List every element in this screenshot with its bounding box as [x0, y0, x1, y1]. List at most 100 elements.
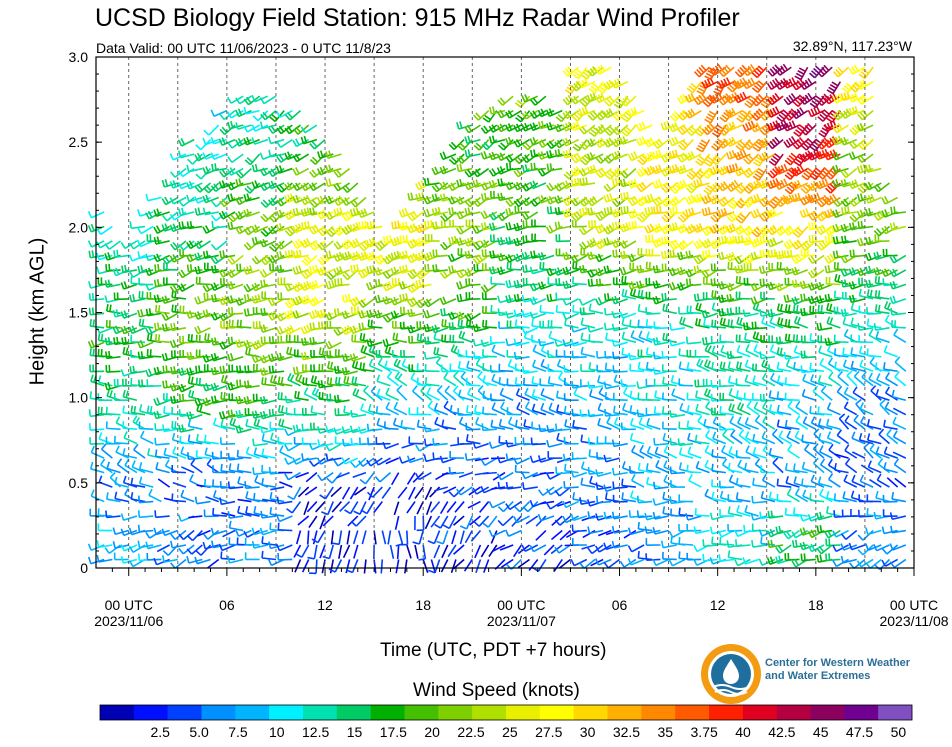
wind-barb-shaft — [293, 486, 302, 500]
wind-barb-shaft — [171, 296, 187, 300]
wind-barb-shaft — [172, 452, 187, 459]
wind-barb — [88, 409, 105, 418]
wind-barb — [97, 393, 113, 402]
wind-barb — [514, 419, 530, 430]
wind-barb-feather — [333, 209, 337, 217]
wind-barb-feather — [456, 227, 462, 235]
wind-barb — [311, 530, 326, 544]
wind-barb-feather — [360, 252, 365, 260]
wind-barb-feather — [382, 339, 387, 347]
wind-barb-feather — [374, 476, 381, 483]
wind-barb-feather — [333, 268, 338, 276]
wind-barb — [394, 515, 400, 530]
wind-barb-feather — [89, 461, 94, 470]
wind-barb — [292, 249, 309, 259]
wind-barb — [195, 139, 212, 151]
wind-barb-feather — [120, 326, 125, 335]
wind-barb — [465, 292, 481, 300]
wind-barb-feather — [292, 168, 297, 176]
wind-barb-feather — [300, 297, 305, 305]
wind-barb — [303, 501, 310, 516]
wind-barb-shaft — [396, 544, 400, 560]
wind-barb-feather — [289, 347, 293, 355]
wind-barb — [407, 308, 424, 318]
wind-barb-feather — [130, 492, 134, 500]
wind-barb-feather — [332, 542, 340, 546]
wind-barb-feather — [326, 377, 330, 385]
wind-barb-shaft — [450, 559, 457, 574]
wind-barb — [202, 225, 220, 234]
wind-barb-feather — [251, 124, 256, 132]
wind-barb-feather — [385, 387, 390, 395]
wind-barb-feather — [394, 221, 397, 229]
wind-barb — [326, 472, 342, 484]
wind-barb-feather — [284, 183, 290, 191]
wind-barb-feather — [276, 251, 280, 260]
wind-barb-feather — [140, 265, 144, 273]
wind-barb-feather — [235, 212, 241, 220]
wind-barb-shaft — [131, 483, 146, 488]
wind-barb-feather — [227, 481, 231, 489]
wind-barb-feather — [434, 324, 439, 332]
wind-barb-feather — [262, 182, 268, 190]
wind-barb-shaft — [229, 457, 244, 461]
wind-barb-feather — [263, 336, 266, 344]
wind-barb — [276, 138, 293, 149]
wind-barb-feather — [292, 208, 296, 216]
wind-barb-feather — [180, 446, 185, 454]
wind-barb-shaft — [155, 310, 170, 315]
wind-barb-feather — [303, 257, 310, 264]
wind-barb-feather — [268, 541, 272, 549]
wind-barb-feather — [124, 458, 130, 466]
wind-barb-feather — [115, 416, 121, 424]
wind-barb-feather — [464, 208, 468, 216]
wind-barb — [326, 321, 342, 329]
wind-barb-feather — [205, 397, 210, 405]
wind-barb-feather — [390, 267, 395, 275]
wind-barb-shaft — [164, 529, 179, 537]
wind-barb-feather — [481, 423, 484, 431]
wind-barb-feather — [98, 375, 102, 383]
wind-barb-feather — [473, 351, 476, 359]
wind-barb-feather — [376, 388, 381, 396]
wind-barb-shaft — [304, 393, 318, 401]
wind-barb-feather — [325, 453, 329, 461]
wind-barb-feather — [164, 352, 169, 360]
wind-barb-shaft — [302, 383, 317, 387]
wind-barb-feather — [309, 322, 312, 330]
wind-barb — [418, 544, 427, 561]
wind-barb — [87, 211, 105, 219]
wind-barb-feather — [368, 252, 373, 260]
wind-barb-feather — [505, 162, 509, 170]
wind-barb-feather — [460, 319, 463, 327]
wind-barb-shaft — [306, 501, 318, 513]
wind-barb-feather — [415, 193, 419, 202]
wind-barb-feather — [156, 294, 160, 302]
wind-barb-feather — [436, 540, 444, 545]
wind-barb-feather — [516, 222, 520, 230]
wind-barb-shaft — [380, 559, 384, 574]
wind-barb-shaft — [294, 254, 309, 259]
wind-barb-feather — [271, 243, 278, 250]
wind-barb-feather — [531, 318, 534, 327]
wind-barb — [342, 544, 351, 559]
wind-barb-feather — [262, 213, 269, 220]
wind-barb-feather — [259, 396, 264, 404]
wind-barb-feather — [268, 365, 272, 373]
wind-barb-feather — [140, 351, 144, 359]
wind-barb-shaft — [480, 544, 490, 558]
wind-barb-feather — [286, 125, 293, 133]
wind-barb — [467, 500, 481, 509]
wind-barb-feather — [508, 222, 512, 230]
wind-barb-feather — [290, 249, 294, 257]
wind-barb-shaft — [204, 211, 219, 216]
wind-barb-feather — [342, 438, 345, 446]
wind-barb — [194, 265, 211, 275]
wind-barb-shaft — [531, 427, 546, 430]
wind-barb — [474, 544, 482, 559]
wind-barb-feather — [227, 121, 231, 129]
wind-barb — [358, 298, 375, 308]
wind-barb — [161, 555, 178, 563]
wind-barb — [157, 478, 171, 488]
wind-barb-shaft — [196, 500, 211, 505]
